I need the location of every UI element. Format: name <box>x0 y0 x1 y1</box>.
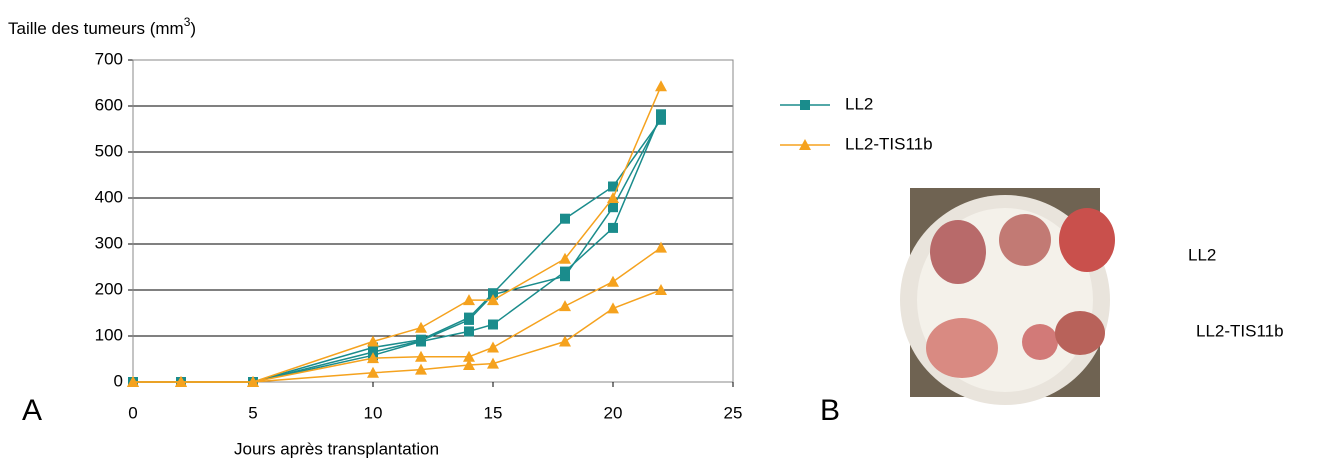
marker <box>608 181 618 192</box>
marker <box>247 376 259 387</box>
x-tick-label: 20 <box>604 403 623 422</box>
marker <box>559 252 571 264</box>
marker <box>463 294 475 306</box>
x-tick-label: 15 <box>484 403 503 422</box>
marker <box>608 222 618 233</box>
y-tick-label: 400 <box>95 187 123 206</box>
marker <box>487 341 499 353</box>
marker <box>607 275 619 287</box>
x-tick-label: 0 <box>128 403 137 422</box>
marker <box>608 202 618 213</box>
legend-marker <box>799 139 811 150</box>
x-tick-label: 10 <box>364 403 383 422</box>
y-tick-label: 700 <box>95 49 123 68</box>
x-tick-label: 25 <box>724 403 743 422</box>
marker <box>464 326 474 337</box>
marker <box>367 352 379 364</box>
marker <box>487 357 499 369</box>
marker <box>463 358 475 370</box>
marker <box>607 192 619 203</box>
marker <box>415 350 427 362</box>
marker <box>464 314 474 325</box>
x-axis-label: Jours après transplantation <box>234 439 439 458</box>
marker <box>367 335 379 347</box>
marker <box>559 300 571 312</box>
series-line <box>133 247 662 383</box>
y-tick-label: 200 <box>95 279 123 298</box>
marker <box>655 284 667 295</box>
plot-frame <box>132 59 734 383</box>
y-tick-label: 100 <box>95 325 123 344</box>
marker <box>655 241 667 253</box>
marker <box>656 109 666 120</box>
marker <box>415 321 427 333</box>
marker <box>655 80 667 92</box>
marker <box>487 294 499 306</box>
photo-label: LL2-TIS11b <box>1196 321 1284 340</box>
y-tick-label: 300 <box>95 233 123 252</box>
marker <box>175 376 187 387</box>
marker <box>560 213 570 224</box>
y-tick-label: 600 <box>95 95 123 114</box>
x-tick-label: 5 <box>248 403 257 422</box>
series-line <box>133 289 662 383</box>
marker <box>367 366 379 378</box>
y-tick-label: 500 <box>95 141 123 160</box>
marker <box>607 302 619 314</box>
legend-marker <box>800 100 810 110</box>
series-line <box>133 113 662 383</box>
series-line <box>133 85 662 383</box>
marker <box>416 336 426 347</box>
marker <box>463 350 475 362</box>
marker <box>127 376 139 387</box>
marker <box>488 319 498 330</box>
panel-label: A <box>22 394 42 427</box>
marker <box>559 335 571 347</box>
y-tick-label: 0 <box>114 371 123 390</box>
legend-label: LL2 <box>845 94 873 113</box>
marker <box>560 266 570 277</box>
legend-label: LL2-TIS11b <box>845 134 933 153</box>
series-line <box>133 117 662 383</box>
photo-label: LL2 <box>1188 245 1216 264</box>
y-axis-label: Taille des tumeurs (mm3) <box>8 15 196 38</box>
marker <box>415 363 427 375</box>
photo <box>900 188 1115 405</box>
panel-label: B <box>820 394 840 427</box>
